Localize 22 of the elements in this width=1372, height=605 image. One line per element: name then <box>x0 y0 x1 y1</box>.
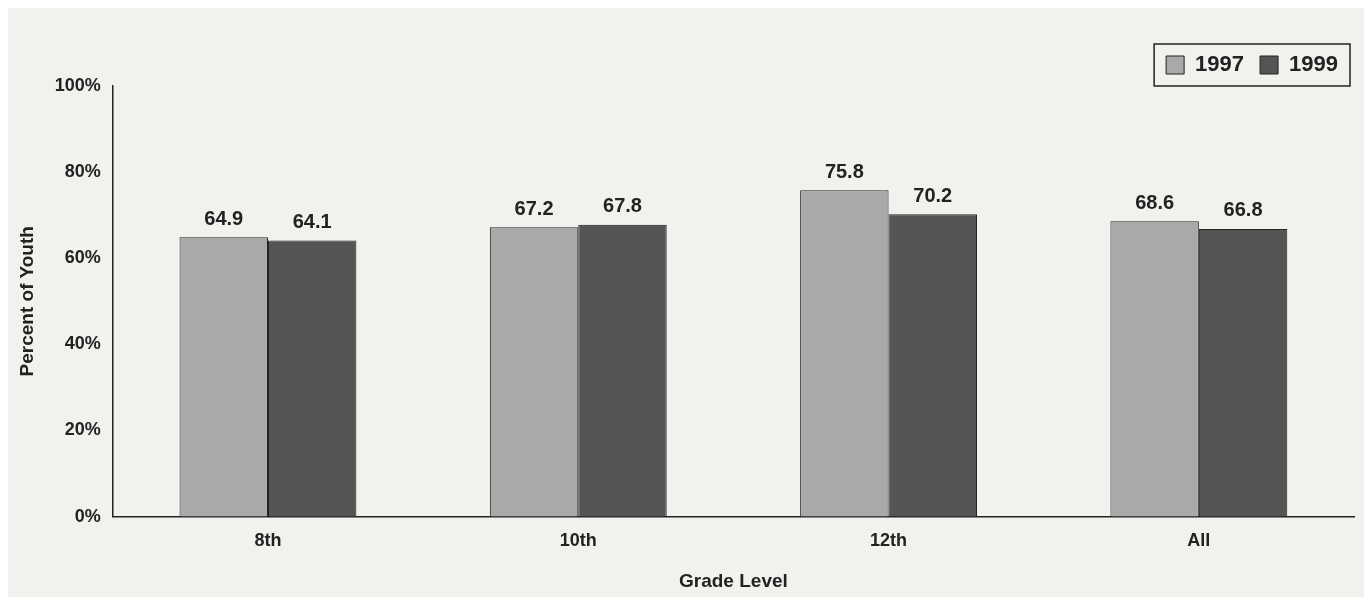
data-label: 67.8 <box>603 194 642 217</box>
data-label: 67.2 <box>514 196 554 219</box>
data-label: 64.1 <box>292 210 332 233</box>
y-axis-title: Percent of Youth <box>15 226 37 377</box>
y-tick-label: 60% <box>64 247 101 268</box>
y-tick-label: 40% <box>64 333 101 354</box>
data-label: 75.8 <box>824 159 864 182</box>
x-tick-label: 12th <box>870 530 908 551</box>
y-tick-label: 80% <box>64 161 101 182</box>
y-tick-label: 100% <box>54 74 101 95</box>
y-tick-label: 0% <box>74 505 101 526</box>
data-label: 70.2 <box>913 183 953 206</box>
data-label: 66.8 <box>1223 198 1263 221</box>
data-label: 68.6 <box>1135 190 1175 213</box>
x-tick-label: 8th <box>254 530 282 551</box>
data-label: 64.9 <box>204 206 244 229</box>
legend-label: 1999 <box>1289 51 1339 77</box>
x-axis-title: Grade Level <box>679 569 788 591</box>
legend-label: 1997 <box>1195 51 1245 77</box>
x-tick-label: All <box>1187 530 1211 551</box>
y-tick-label: 20% <box>64 419 101 440</box>
x-tick-label: 10th <box>559 530 597 551</box>
